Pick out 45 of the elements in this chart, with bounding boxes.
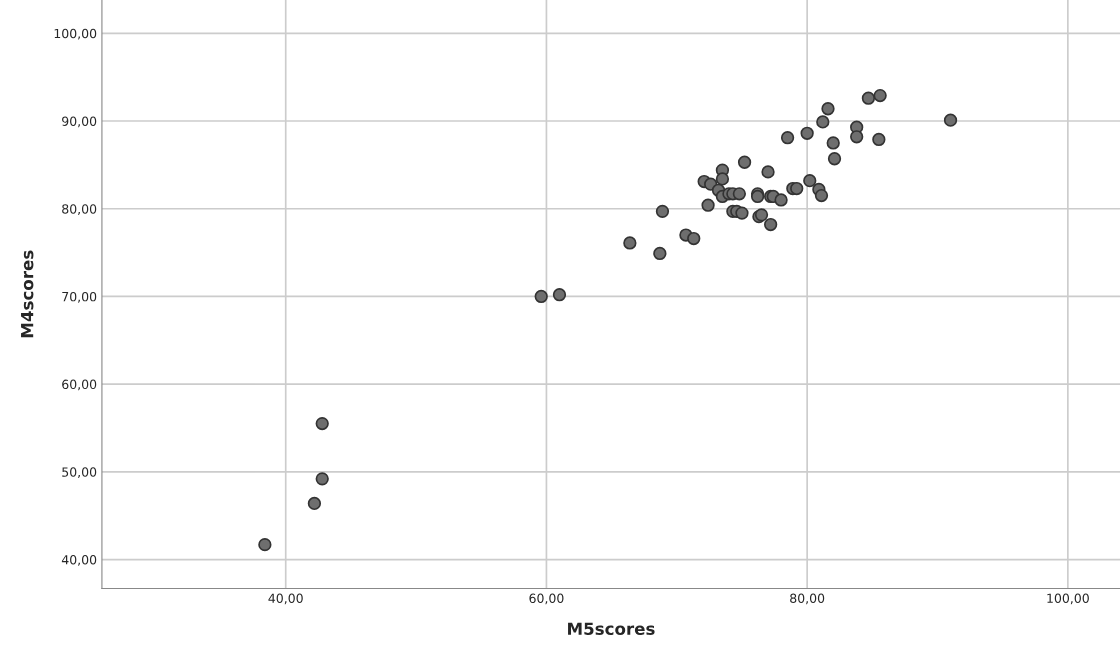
point — [655, 204, 670, 219]
point — [873, 88, 887, 103]
point — [735, 206, 749, 220]
y-tick-label: 100,00 — [54, 28, 97, 40]
point — [258, 537, 272, 552]
point — [687, 231, 701, 246]
point — [861, 91, 876, 105]
point — [780, 131, 795, 145]
point — [827, 152, 842, 166]
x-tick-label: 80,00 — [790, 593, 825, 605]
point — [774, 193, 788, 207]
y-tick-label: 40,00 — [61, 555, 97, 566]
point — [764, 217, 778, 232]
point — [821, 102, 835, 116]
x-tick-label: 60,00 — [529, 593, 564, 605]
point — [814, 188, 829, 203]
y-tick-label: 70,00 — [62, 291, 97, 303]
point — [803, 174, 817, 188]
point — [737, 155, 752, 169]
point — [761, 165, 775, 179]
point — [826, 136, 840, 150]
point — [623, 236, 637, 250]
point — [872, 132, 886, 147]
point — [307, 496, 322, 511]
point — [701, 198, 715, 212]
point — [715, 172, 730, 186]
point — [850, 130, 864, 144]
point — [816, 115, 830, 129]
x-tick-label: 40,00 — [268, 593, 303, 605]
point — [800, 126, 814, 140]
point — [534, 289, 548, 304]
point — [315, 472, 329, 486]
x-axis-title: M5scores — [568, 622, 655, 636]
y-axis-title: M4scores — [21, 250, 34, 338]
point — [315, 416, 329, 431]
y-tick-label: 90,00 — [62, 116, 97, 128]
y-tick-label: 80,00 — [62, 204, 97, 215]
y-tick-label: 50,00 — [62, 467, 97, 479]
point — [790, 181, 804, 196]
point — [552, 288, 567, 302]
point — [943, 113, 958, 127]
point — [653, 246, 667, 261]
x-tick-label: 100,00 — [1047, 593, 1089, 605]
y-tick-label: 60,00 — [62, 379, 97, 391]
point — [732, 187, 747, 201]
